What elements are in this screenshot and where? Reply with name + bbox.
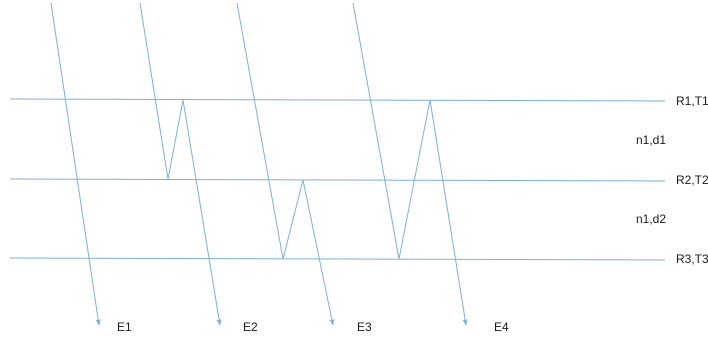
interface-label-r3-t3: R3,T3 (676, 252, 708, 266)
exit-ray-label-e1: E1 (117, 320, 132, 334)
ray-path-e4 (352, 2, 468, 326)
ray-path-e2 (139, 2, 222, 326)
layer-label-n1-d2: n1,d2 (636, 212, 667, 226)
interface-line-r2-t2 (9, 178, 666, 182)
interface-label-r2-t2: R2,T2 (676, 173, 708, 187)
interface-label-r1-t1: R1,T1 (676, 94, 708, 108)
interface-line-r1-t1 (9, 98, 666, 102)
interface-line-r3-t3 (9, 257, 666, 261)
exit-ray-label-e2: E2 (243, 320, 258, 334)
layer-label-n1-d1: n1,d1 (636, 133, 667, 147)
ray-path-e1 (50, 2, 101, 326)
exit-ray-label-e4: E4 (494, 320, 509, 334)
exit-ray-label-e3: E3 (357, 320, 372, 334)
ray-path-e3 (236, 2, 335, 326)
